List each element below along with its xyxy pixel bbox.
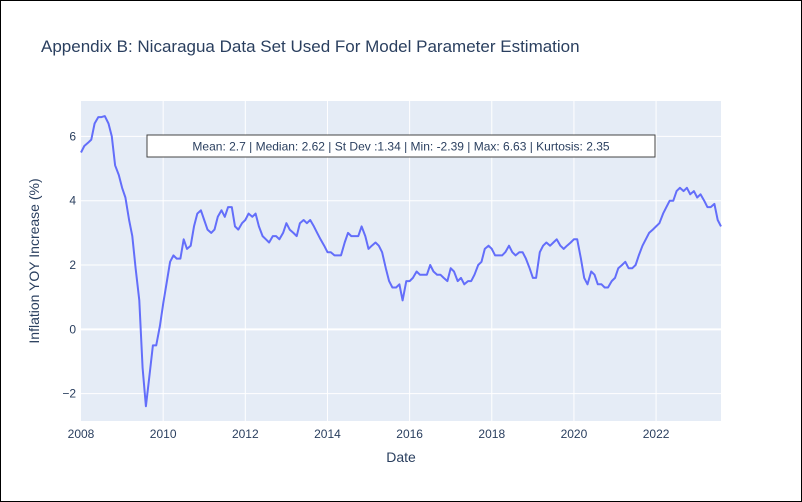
x-axis-title: Date [386, 449, 416, 465]
x-tick-label: 2020 [561, 427, 588, 441]
x-tick-label: 2018 [478, 427, 505, 441]
chart-title: Appendix B: Nicaragua Data Set Used For … [41, 37, 580, 56]
y-tick-label: 6 [69, 129, 76, 143]
x-tick-label: 2012 [232, 427, 259, 441]
y-tick-label: 4 [69, 194, 76, 208]
x-tick-label: 2016 [396, 427, 423, 441]
tick-labels: 2008 2010 2012 2014 2016 2018 2020 2022 −2 0 2 4 6 [62, 129, 669, 441]
x-tick-label: 2014 [314, 427, 341, 441]
stats-annotation: Mean: 2.7 | Median: 2.62 | St Dev :1.34 … [146, 134, 656, 158]
x-tick-label: 2010 [150, 427, 177, 441]
y-tick-label: −2 [62, 387, 76, 401]
y-tick-label: 0 [69, 322, 76, 336]
stats-annotation-text: Mean: 2.7 | Median: 2.62 | St Dev :1.34 … [192, 140, 609, 154]
x-tick-label: 2022 [643, 427, 670, 441]
series-lines [80, 115, 722, 408]
stats-annotation-box [146, 134, 656, 158]
x-tick-label: 2008 [68, 427, 95, 441]
y-axis-title: Inflation YOY Increase (%) [26, 178, 42, 343]
series-line-0 [80, 115, 722, 408]
y-tick-label: 2 [69, 258, 76, 272]
